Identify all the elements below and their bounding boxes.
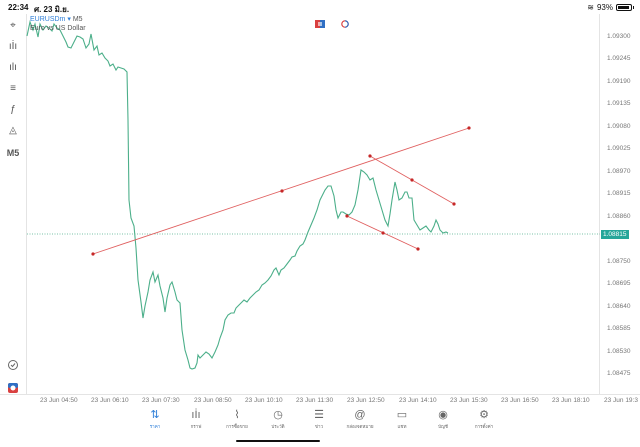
time-label: 23 Jun 12:50: [347, 397, 385, 404]
left-toolbar: ⌖ ıİı ılı ≡ ƒ ◬ M5: [0, 14, 26, 404]
price-label: 1.09135: [607, 100, 631, 107]
nav-label: การตั้งค่า: [474, 424, 494, 429]
time-label: 23 Jun 06:10: [91, 397, 129, 404]
account-icon: ◉: [438, 409, 448, 421]
symbol-dropdown-icon[interactable]: ▾: [67, 16, 71, 23]
function-icon[interactable]: ƒ: [10, 103, 16, 115]
app-logo-icon[interactable]: [4, 380, 22, 396]
bottom-nav: ⇅ ราคา ıİı กราฟ ⌇ การซื้อขาย ◷ ประวัติ ☰…: [0, 406, 640, 447]
price-label: 1.09190: [607, 78, 631, 85]
one-click-trading-icon[interactable]: [315, 20, 325, 28]
price-axis[interactable]: 1.09300 1.09245 1.09190 1.09135 1.09080 …: [601, 14, 640, 394]
nav-label: บัญชี: [438, 424, 448, 429]
status-bar: 22:34 ศ. 23 มิ.ย. ≋ 93%: [0, 0, 640, 14]
nav-chart[interactable]: ıİı กราฟ: [176, 408, 216, 430]
history-icon: ◷: [273, 409, 283, 421]
time-label: 23 Jun 08:50: [194, 397, 232, 404]
mailbox-icon: @: [354, 409, 366, 421]
nav-mailbox[interactable]: @ กล่องจดหมาย: [340, 408, 380, 430]
chart-type-icon[interactable]: ıİı: [8, 40, 18, 52]
current-price-tag: 1.08815: [601, 230, 629, 239]
settings-sliders-icon[interactable]: ≡: [10, 82, 16, 94]
price-label: 1.08860: [607, 213, 631, 220]
nav-account[interactable]: ◉ บัญชี: [423, 408, 463, 430]
status-date: ศ. 23 มิ.ย.: [34, 5, 70, 14]
home-indicator: [236, 440, 320, 442]
crosshair-icon[interactable]: ⌖: [10, 19, 16, 31]
chart-icon: ıİı: [191, 409, 201, 421]
wifi-icon: ≋: [587, 3, 594, 12]
chart-top-icons: [315, 20, 350, 28]
quotes-icon: ⇅: [150, 409, 160, 421]
nav-label: แชท: [397, 424, 407, 429]
battery-percent: 93%: [596, 3, 613, 12]
price-label: 1.08750: [607, 258, 631, 265]
time-label: 23 Jun 15:30: [450, 397, 488, 404]
settings-icon: ⚙: [479, 409, 489, 421]
chat-check-icon[interactable]: [4, 357, 22, 373]
news-icon: ☰: [314, 409, 324, 421]
clock-sync-icon[interactable]: [340, 20, 350, 28]
status-time: 22:34: [8, 3, 29, 12]
timeframe-button[interactable]: M5: [6, 148, 20, 158]
nav-label: กราฟ: [190, 424, 202, 429]
price-label: 1.08970: [607, 168, 631, 175]
time-label: 23 Jun 16:50: [501, 397, 539, 404]
price-label: 1.08530: [607, 348, 631, 355]
symbol-timeframe: M5: [72, 16, 83, 23]
price-label: 1.08915: [607, 190, 631, 197]
nav-label: ราคา: [149, 424, 161, 429]
price-label: 1.09025: [607, 145, 631, 152]
price-label: 1.08585: [607, 325, 631, 332]
time-label: 23 Jun 14:10: [399, 397, 437, 404]
nav-settings[interactable]: ⚙ การตั้งค่า: [464, 408, 504, 430]
battery-icon: [616, 4, 634, 11]
price-label: 1.08640: [607, 303, 631, 310]
time-label: 23 Jun 11:30: [296, 397, 334, 404]
nav-quotes[interactable]: ⇅ ราคา: [135, 408, 175, 430]
symbol-name[interactable]: EURUSDm: [30, 16, 66, 23]
price-label: 1.08695: [607, 280, 631, 287]
symbol-description: Euro vs US Dollar: [30, 25, 86, 32]
objects-icon[interactable]: ◬: [9, 124, 17, 136]
trade-icon: ⌇: [234, 409, 240, 421]
time-label: 23 Jun 07:30: [142, 397, 180, 404]
price-label: 1.09245: [607, 55, 631, 62]
time-label: 23 Jun 19:3: [604, 397, 638, 404]
time-label: 23 Jun 18:10: [552, 397, 590, 404]
nav-trade[interactable]: ⌇ การซื้อขาย: [217, 408, 257, 430]
indicators-icon[interactable]: ılı: [9, 61, 17, 73]
price-label: 1.09300: [607, 33, 631, 40]
price-label: 1.09080: [607, 123, 631, 130]
time-label: 23 Jun 10:10: [245, 397, 283, 404]
nav-label: การซื้อขาย: [226, 424, 248, 429]
nav-label: กล่องจดหมาย: [346, 424, 374, 429]
time-axis[interactable]: 23 Jun 04:50 23 Jun 06:10 23 Jun 07:30 2…: [0, 394, 640, 406]
nav-news[interactable]: ☰ ข่าว: [299, 408, 339, 430]
nav-label: ประวัติ: [271, 424, 285, 429]
price-label: 1.08475: [607, 370, 631, 377]
nav-label: ข่าว: [314, 424, 324, 429]
nav-chat[interactable]: ▭ แชท: [382, 408, 422, 430]
time-label: 23 Jun 04:50: [40, 397, 78, 404]
nav-history[interactable]: ◷ ประวัติ: [258, 408, 298, 430]
symbol-header[interactable]: EURUSDm ▾ M5 Euro vs US Dollar: [30, 15, 86, 33]
chart-canvas[interactable]: [26, 14, 600, 394]
chat-icon: ▭: [396, 409, 408, 421]
